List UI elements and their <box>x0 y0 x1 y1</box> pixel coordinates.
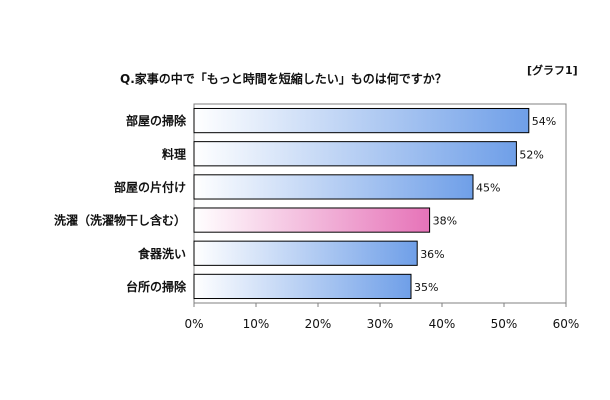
category-label: 洗濯（洗濯物干し含む） <box>54 213 186 228</box>
x-tick-label: 10% <box>243 317 270 331</box>
category-label: 台所の掃除 <box>126 279 187 294</box>
chart-tag: [グラフ1] <box>527 64 578 77</box>
category-label: 食器洗い <box>137 246 186 261</box>
category-label: 料理 <box>162 146 186 161</box>
x-tick-label: 60% <box>553 317 580 331</box>
bar-5 <box>193 273 412 300</box>
x-tick-label: 0% <box>184 317 203 331</box>
value-label: 36% <box>420 248 444 261</box>
category-label: 部屋の片付け <box>114 179 186 194</box>
bar-2 <box>193 174 474 200</box>
x-tick-label: 20% <box>305 317 332 331</box>
value-label: 38% <box>433 215 457 228</box>
value-label: 54% <box>532 115 556 128</box>
x-tick-label: 50% <box>491 317 518 331</box>
x-tick-label: 40% <box>429 317 456 331</box>
x-tick-label: 30% <box>367 317 394 331</box>
plot-area <box>193 103 567 304</box>
bar-0 <box>193 107 530 134</box>
bar-4 <box>193 240 418 266</box>
bar-3 <box>193 207 431 233</box>
value-label: 52% <box>519 148 543 161</box>
value-label: 35% <box>414 281 438 294</box>
value-label: 45% <box>476 181 500 194</box>
category-label: 部屋の掃除 <box>126 113 187 128</box>
chart-title: Q.家事の中で「もっと時間を短縮したい」ものは何ですか？ <box>120 72 447 86</box>
bar-1 <box>193 141 517 167</box>
